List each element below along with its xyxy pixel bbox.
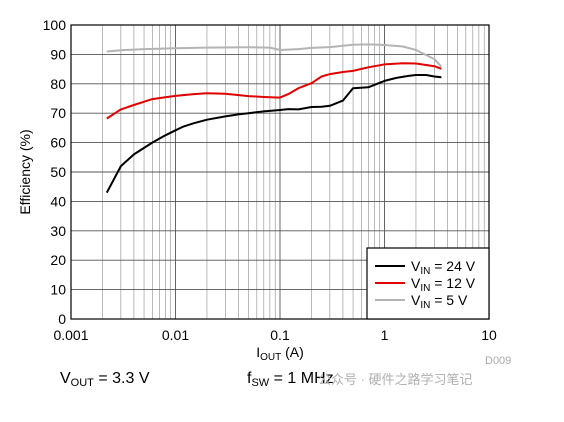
y-tick-label: 50 (50, 164, 66, 180)
vout-condition: VOUT = 3.3 V (60, 370, 150, 389)
series-line-1 (105, 74, 442, 194)
plot-frame (70, 24, 490, 320)
watermark: 公众号 · 硬件之路学习笔记 (318, 372, 473, 387)
y-tick-label: 80 (50, 76, 66, 92)
figure-code: D009 (485, 355, 512, 367)
y-tick-label: 10 (50, 282, 66, 298)
x-tick-labels: 0.001 0.01 0.1 1 10 (53, 327, 497, 343)
x-tick-label: 0.01 (162, 327, 189, 343)
y-axis-title: Efficiency (%) (17, 129, 33, 214)
y-tick-label: 70 (50, 105, 66, 121)
legend-label-3: VIN = 5 V (411, 292, 468, 311)
y-tick-label: 0 (58, 311, 66, 327)
fsw-condition: fSW = 1 MHz (247, 370, 334, 389)
y-tick-label: 40 (50, 193, 66, 209)
series-line-2 (106, 62, 442, 120)
y-tick-label: 90 (50, 46, 66, 62)
x-tick-label: 0.001 (53, 327, 88, 343)
y-tick-label: 20 (50, 252, 66, 268)
x-tick-label: 0.1 (270, 327, 290, 343)
y-tick-label: 100 (43, 17, 67, 33)
x-tick-label: 10 (481, 327, 497, 343)
y-tick-label: 60 (50, 135, 66, 151)
legend-label-2: VIN = 12 V (411, 275, 476, 294)
series-lines (105, 43, 443, 194)
series-line-3 (106, 43, 443, 68)
legend-label-1: VIN = 24 V (411, 258, 476, 277)
x-tick-label: 1 (381, 327, 389, 343)
x-axis-title: IOUT (A) (256, 344, 304, 363)
y-tick-labels: 0 10 20 30 40 50 60 70 80 90 100 (43, 17, 67, 327)
y-tick-label: 30 (50, 223, 66, 239)
